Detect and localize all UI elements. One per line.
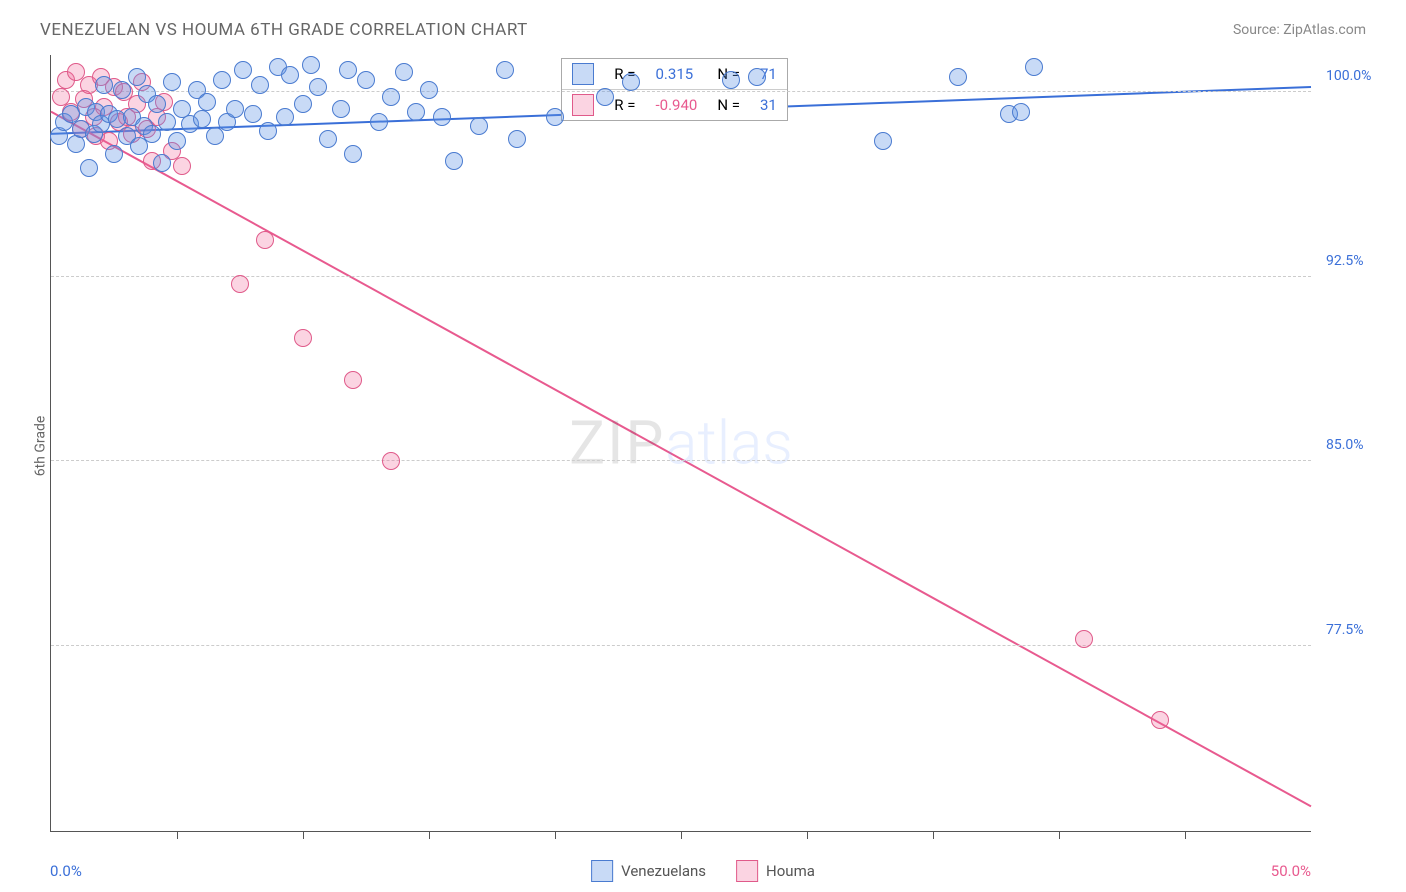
data-point [294,95,312,113]
data-point [234,61,252,79]
data-point [949,68,967,86]
data-point [445,152,463,170]
data-point [722,71,740,89]
series-legend: Venezuelans Houma [591,860,815,882]
x-axis-max-label: 50.0% [1271,862,1311,880]
data-point [213,71,231,89]
r-value-series1: 0.315 [646,59,708,90]
data-point [1012,103,1030,121]
data-point [370,113,388,131]
data-point [382,452,400,470]
legend-label-series2: Houma [766,862,815,880]
x-tick [933,831,934,839]
trend-lines-layer [51,55,1311,831]
data-point [874,132,892,150]
x-tick [681,831,682,839]
x-tick [177,831,178,839]
data-point [1075,630,1093,648]
data-point [433,108,451,126]
data-point [344,371,362,389]
data-point [420,81,438,99]
legend-item-series1: Venezuelans [591,860,706,882]
data-point [344,145,362,163]
data-point [128,68,146,86]
data-point [319,130,337,148]
legend-swatch-series2 [736,860,758,882]
data-point [332,100,350,118]
x-tick [1185,831,1186,839]
data-point [193,110,211,128]
data-point [244,105,262,123]
swatch-series2 [572,94,594,116]
y-tick-label: 92.5% [1326,253,1386,269]
x-tick [429,831,430,839]
data-point [1151,711,1169,729]
n-value-series2: 31 [750,90,787,121]
r-value-series2: -0.940 [646,90,708,121]
data-point [163,73,181,91]
data-point [231,275,249,293]
data-point [113,81,131,99]
data-point [395,63,413,81]
data-point [508,130,526,148]
data-point [281,66,299,84]
data-point [382,88,400,106]
x-tick [555,831,556,839]
data-point [80,159,98,177]
data-point [158,113,176,131]
data-point [596,88,614,106]
data-point [309,78,327,96]
chart-title: VENEZUELAN VS HOUMA 6TH GRADE CORRELATIO… [40,20,528,40]
data-point [622,73,640,91]
data-point [276,108,294,126]
data-point [259,122,277,140]
data-point [357,71,375,89]
x-tick [1059,831,1060,839]
data-point [95,76,113,94]
trend-line [51,112,1311,807]
data-point [294,329,312,347]
data-point [148,95,166,113]
data-point [748,68,766,86]
data-point [168,132,186,150]
data-point [251,76,269,94]
source-label: Source: ZipAtlas.com [1233,22,1366,38]
data-point [302,56,320,74]
y-axis-label: 6th Grade [32,416,48,477]
data-point [143,125,161,143]
legend-label-series1: Venezuelans [621,862,706,880]
swatch-series1 [572,63,594,85]
y-tick-label: 85.0% [1326,437,1386,453]
data-point [496,61,514,79]
data-point [198,93,216,111]
data-point [105,145,123,163]
data-point [206,127,224,145]
data-point [256,231,274,249]
x-tick [303,831,304,839]
y-tick-label: 77.5% [1326,622,1386,638]
data-point [1025,58,1043,76]
y-tick-label: 100.0% [1326,68,1386,84]
legend-swatch-series1 [591,860,613,882]
data-point [407,103,425,121]
data-point [470,117,488,135]
data-point [226,100,244,118]
legend-item-series2: Houma [736,860,815,882]
data-point [339,61,357,79]
x-tick [807,831,808,839]
source-link[interactable]: ZipAtlas.com [1283,22,1366,38]
data-point [546,108,564,126]
data-point [153,154,171,172]
chart-header: VENEZUELAN VS HOUMA 6TH GRADE CORRELATIO… [40,20,1366,40]
x-axis-min-label: 0.0% [50,862,82,880]
plot-area: ZIPatlas R = 0.315 N = 71 R = -0.940 N =… [50,55,1311,832]
data-point [173,157,191,175]
